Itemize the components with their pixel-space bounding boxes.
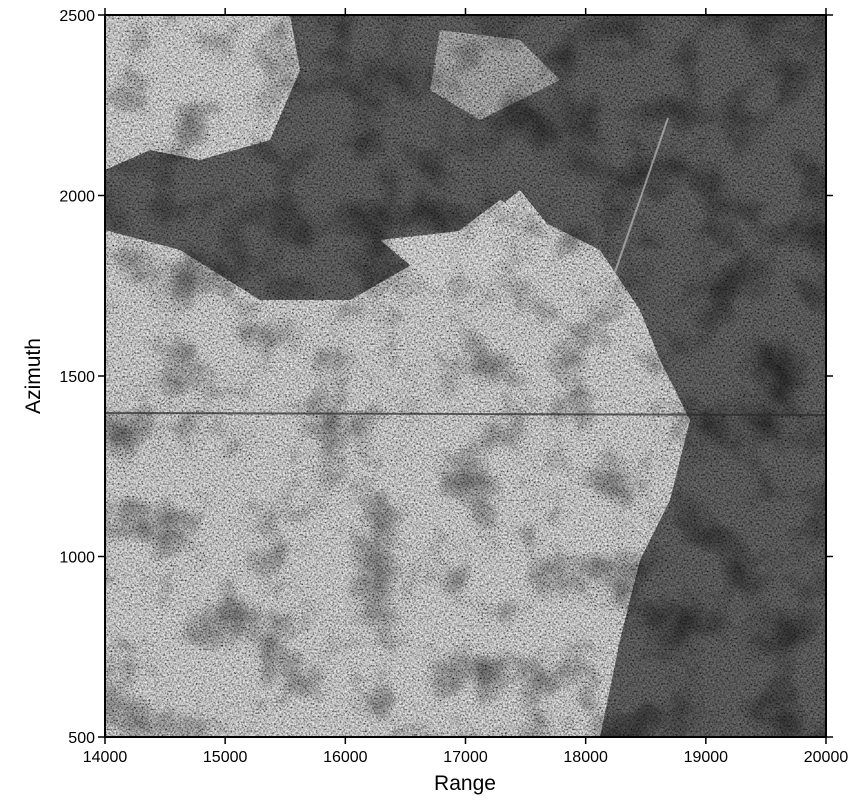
x-tick-label: 17000: [443, 749, 488, 766]
x-tick-label: 18000: [563, 749, 608, 766]
y-tick-label: 2500: [59, 8, 95, 25]
y-tick-label: 500: [68, 730, 95, 747]
x-axis-label: Range: [434, 772, 496, 795]
x-tick-label: 14000: [83, 749, 128, 766]
y-tick-label: 1500: [59, 369, 95, 386]
sar-image: [105, 15, 826, 737]
x-tick-label: 19000: [684, 749, 729, 766]
y-tick-label: 1000: [59, 550, 95, 567]
x-tick-label: 15000: [203, 749, 248, 766]
chart: Range Azimuth 14000 15000 16000 17000 18000 1…: [0, 0, 854, 803]
x-tick-label: 20000: [804, 749, 849, 766]
y-axis-label: Azimuth: [22, 338, 45, 414]
y-tick-label: 2000: [59, 189, 95, 206]
x-tick-label: 16000: [323, 749, 368, 766]
